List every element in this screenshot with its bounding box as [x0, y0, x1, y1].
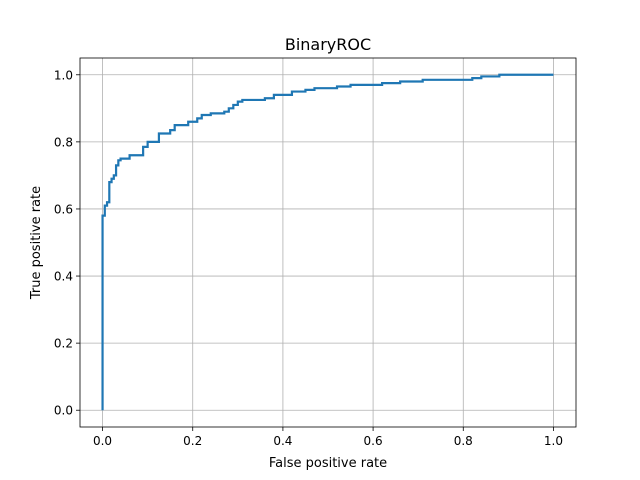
- grid-lines: [80, 58, 576, 427]
- axis-ticks: 0.0 0.2 0.4 0.6 0.8 1.0 0.0 0.2 0.4 0.6 0.8 1.0: [54, 68, 563, 448]
- x-tick-label: 0.6: [364, 434, 383, 448]
- x-axis-label: False positive rate: [269, 456, 387, 471]
- chart-title: BinaryROC: [285, 35, 371, 54]
- y-tick-label: 0.0: [54, 404, 73, 418]
- x-tick-label: 0.2: [183, 434, 202, 448]
- y-tick-label: 0.8: [54, 135, 73, 149]
- x-tick-label: 1.0: [544, 434, 563, 448]
- y-tick-label: 0.6: [54, 202, 73, 216]
- series-layer: [101, 73, 554, 411]
- x-tick-label: 0.0: [93, 434, 112, 448]
- roc-curve-line: [101, 73, 554, 411]
- x-tick-label: 0.8: [454, 434, 473, 448]
- y-tick-label: 0.4: [54, 270, 73, 284]
- x-tick-label: 0.4: [273, 434, 292, 448]
- plot-frame: [79, 57, 577, 428]
- y-tick-label: 1.0: [54, 68, 73, 82]
- y-tick-label: 0.2: [54, 337, 73, 351]
- y-axis-label: True positive rate: [29, 186, 44, 300]
